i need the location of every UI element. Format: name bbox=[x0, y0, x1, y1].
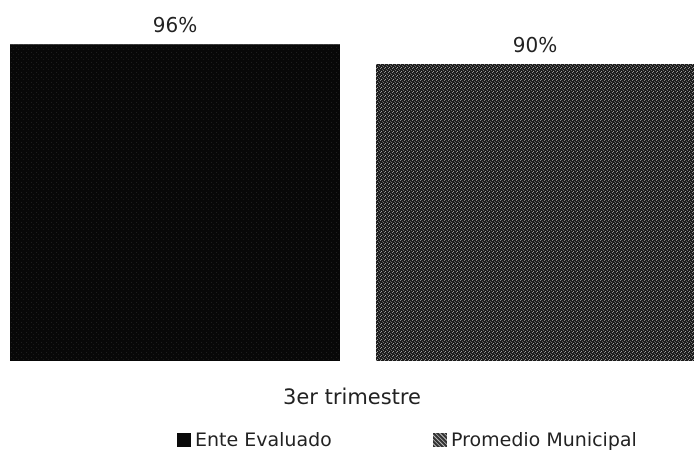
bar-promedio-municipal bbox=[376, 64, 694, 361]
bar-ente-evaluado bbox=[10, 44, 340, 361]
data-label-ente-evaluado: 96% bbox=[153, 13, 197, 37]
legend: Ente Evaluado Promedio Municipal bbox=[0, 425, 694, 455]
legend-item-promedio-municipal: Promedio Municipal bbox=[433, 425, 637, 455]
legend-label-promedio-municipal: Promedio Municipal bbox=[451, 429, 637, 451]
legend-label-ente-evaluado: Ente Evaluado bbox=[195, 429, 332, 451]
legend-swatch-ente-evaluado bbox=[177, 433, 191, 447]
bars-layer bbox=[10, 44, 694, 361]
data-label-promedio-municipal: 90% bbox=[513, 33, 557, 57]
legend-item-ente-evaluado: Ente Evaluado bbox=[177, 425, 332, 455]
data-labels-layer: 96% 90% bbox=[153, 13, 557, 57]
x-axis-category-label: 3er trimestre bbox=[283, 385, 421, 409]
legend-swatch-promedio-municipal bbox=[433, 433, 447, 447]
